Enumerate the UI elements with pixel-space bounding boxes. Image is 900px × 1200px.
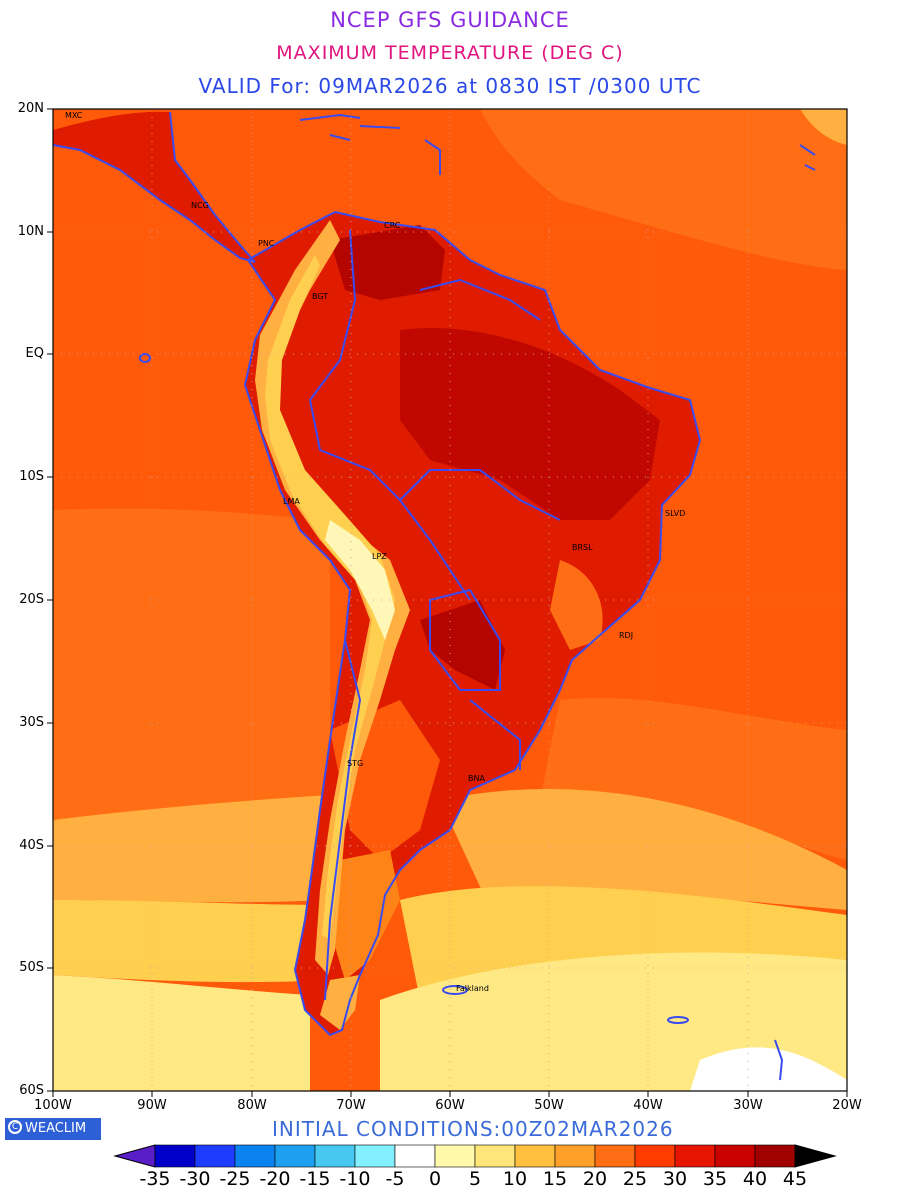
colorbar-tick-label: 5 bbox=[468, 1168, 482, 1190]
border-uruguay bbox=[469, 699, 521, 770]
city-label-bgt: BGT bbox=[312, 292, 329, 301]
patagonia-warm bbox=[330, 850, 400, 980]
lon-label-60w: 60W bbox=[435, 1098, 465, 1113]
lat-label-50s: 50S bbox=[19, 960, 44, 975]
galapagos-islands bbox=[139, 353, 151, 363]
ocean-band-north-atlantic bbox=[480, 109, 847, 270]
ocean-band-pacific-cool bbox=[53, 900, 330, 983]
colorbar-tick-label: 25 bbox=[622, 1168, 648, 1190]
lon-label-80w: 80W bbox=[237, 1098, 267, 1113]
city-label-rdj: RDJ bbox=[619, 631, 634, 640]
colorbar-tick-label: 0 bbox=[428, 1168, 442, 1190]
colorbar-tick-label: -5 bbox=[385, 1168, 405, 1190]
lon-label-30w: 30W bbox=[733, 1098, 763, 1113]
caribbean-islands bbox=[299, 113, 401, 141]
hotspot-venezuela bbox=[330, 225, 445, 300]
colorbar-tick-label: -20 bbox=[259, 1168, 291, 1190]
ocean-band-atlantic-south bbox=[540, 697, 847, 860]
lon-label-70w: 70W bbox=[336, 1098, 366, 1113]
central-america-pacific-coast bbox=[52, 144, 256, 263]
continent-coastline bbox=[243, 210, 702, 1037]
border-lines bbox=[52, 111, 702, 1037]
lat-label-20s: 20S bbox=[19, 592, 44, 607]
cool-zone-highlands bbox=[550, 560, 603, 650]
lon-label-90w: 90W bbox=[137, 1098, 167, 1113]
city-label-ncg: NCG bbox=[191, 201, 209, 210]
ocean-band-antarctic bbox=[690, 1047, 847, 1091]
city-label-bna: BNA bbox=[468, 774, 485, 783]
colorbar-tick-label: -30 bbox=[179, 1168, 211, 1190]
lat-label-10s: 10S bbox=[19, 469, 44, 484]
hotspot-amazon-east bbox=[400, 328, 660, 520]
colorbar-tick-label: -10 bbox=[339, 1168, 371, 1190]
hotspot-chaco bbox=[420, 600, 505, 690]
city-label-lpz: LPZ bbox=[372, 552, 387, 561]
atlantic-islands bbox=[799, 144, 816, 171]
colorbar-tick-label: 15 bbox=[542, 1168, 568, 1190]
lat-label-40s: 40S bbox=[19, 838, 44, 853]
central-america-caribbean-coast bbox=[169, 111, 256, 263]
south-georgia-island bbox=[667, 1016, 689, 1024]
title-line-1: NCEP GFS GUIDANCE bbox=[330, 8, 570, 32]
ocean-band-pacific-south bbox=[53, 508, 330, 820]
colorbar-tick-label: 45 bbox=[782, 1168, 808, 1190]
weaclim-logo: C WEACLIM bbox=[5, 1118, 101, 1140]
lon-label-100w: 100W bbox=[34, 1098, 72, 1113]
central-america-landmass bbox=[53, 111, 255, 262]
city-label-pnc: PNC bbox=[258, 239, 275, 248]
lat-label-30s: 30S bbox=[19, 715, 44, 730]
lon-label-50w: 50W bbox=[534, 1098, 564, 1113]
copyright-icon: C bbox=[8, 1120, 22, 1134]
lat-label-10n: 10N bbox=[17, 224, 44, 239]
border-andean-west bbox=[308, 229, 471, 601]
ocean-band-north-atlantic-cool bbox=[800, 109, 847, 145]
colorbar-tick-label: -15 bbox=[299, 1168, 331, 1190]
colorbar-tick-label: 10 bbox=[502, 1168, 528, 1190]
title-line-3: VALID For: 09MAR2026 at 0830 IST /0300 U… bbox=[198, 74, 702, 98]
colorbar-tick-label: -35 bbox=[139, 1168, 171, 1190]
colorbar-tick-label: 40 bbox=[742, 1168, 768, 1190]
lat-label-eq: EQ bbox=[25, 346, 44, 361]
patagonia-cool bbox=[320, 975, 360, 1030]
map-field bbox=[53, 109, 847, 1091]
lat-label-20n: 20N bbox=[17, 101, 44, 116]
lon-label-20w: 20W bbox=[832, 1098, 862, 1113]
city-label-slvd: SLVD bbox=[665, 509, 686, 518]
islands bbox=[139, 113, 816, 1081]
city-label-stg: STG bbox=[347, 759, 364, 768]
lon-label-40w: 40W bbox=[633, 1098, 663, 1113]
ocean-band-pacific-cold bbox=[53, 975, 310, 1091]
border-guianas bbox=[419, 278, 541, 321]
city-label-falkland: Falkland bbox=[456, 984, 489, 993]
city-label-mxc: MXC bbox=[65, 111, 83, 120]
border-bolivia-north bbox=[399, 469, 561, 521]
city-label-brsl: BRSL bbox=[572, 543, 593, 552]
border-chile-argentina bbox=[324, 639, 362, 1001]
lat-label-60s: 60S bbox=[19, 1083, 44, 1098]
title-line-2: MAXIMUM TEMPERATURE (DEG C) bbox=[276, 42, 624, 64]
ocean-band-pacific-mid bbox=[53, 795, 330, 903]
colorbar-tick-label: -25 bbox=[219, 1168, 251, 1190]
south-sandwich-islands bbox=[774, 1039, 784, 1081]
initial-conditions: INITIAL CONDITIONS:00Z02MAR2026 bbox=[272, 1117, 674, 1141]
colorbar-tick-label: 35 bbox=[702, 1168, 728, 1190]
border-paraguay bbox=[429, 588, 501, 691]
city-label-lma: LMA bbox=[283, 497, 300, 506]
axis-ticks bbox=[47, 108, 848, 1097]
falkland-islands bbox=[442, 985, 468, 995]
colorbar-tick-label: 30 bbox=[662, 1168, 688, 1190]
logo-text: WEACLIM bbox=[25, 1121, 87, 1136]
lesser-antilles bbox=[424, 139, 441, 175]
city-label-crc: CRC bbox=[384, 221, 401, 230]
altiplano-cool bbox=[325, 520, 395, 640]
colorbar-tick-label: 20 bbox=[582, 1168, 608, 1190]
